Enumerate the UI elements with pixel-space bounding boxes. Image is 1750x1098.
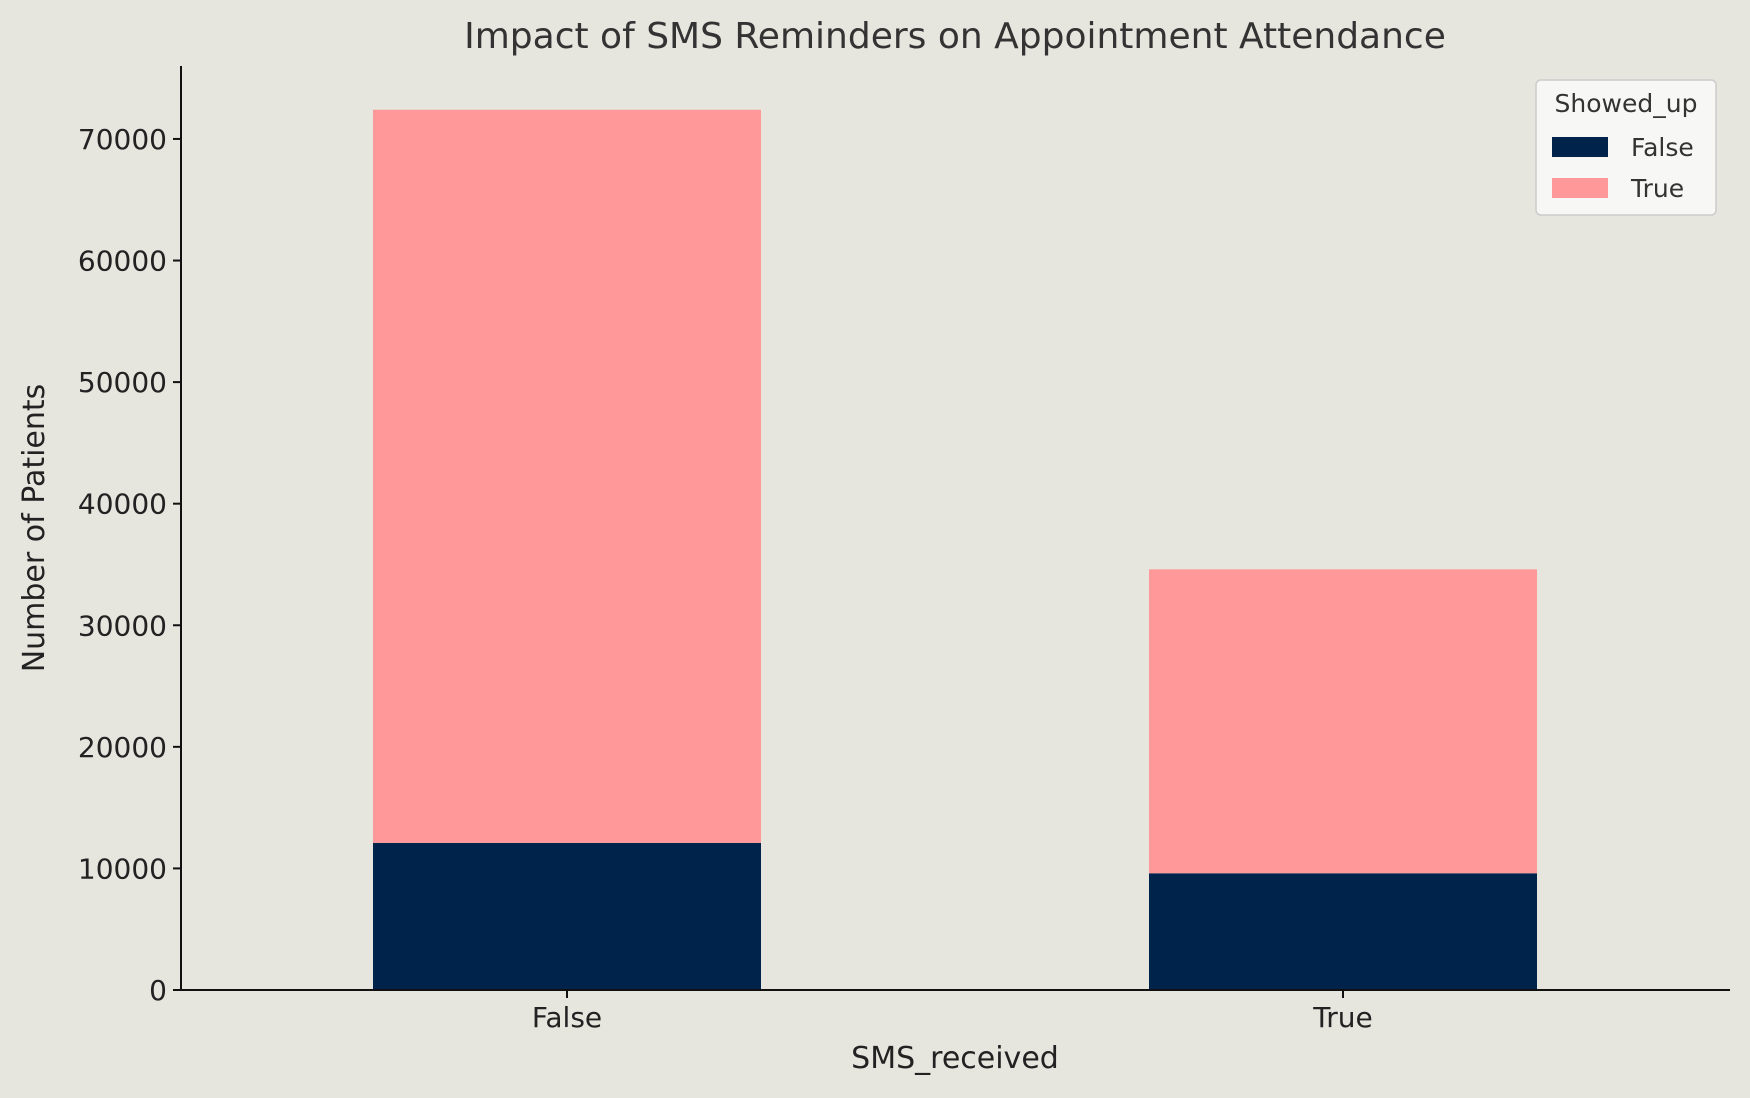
legend-label-true: True	[1630, 174, 1684, 203]
bar-sms-true-showed-true	[1149, 569, 1537, 874]
x-axis-ticks: False True	[532, 990, 1373, 1034]
legend-label-false: False	[1631, 133, 1694, 162]
y-tick-label-30000: 30000	[78, 609, 167, 642]
bar-sms-true-showed-false	[1149, 873, 1537, 990]
legend: Showed_up False True	[1535, 79, 1717, 216]
legend-swatch-false	[1552, 137, 1608, 157]
bar-sms-false-showed-false	[373, 842, 761, 990]
y-tick-label-60000: 60000	[78, 245, 167, 278]
y-tick-label-0: 0	[149, 974, 167, 1007]
legend-title: Showed_up	[1555, 89, 1698, 118]
chart-title: Impact of SMS Reminders on Appointment A…	[464, 16, 1446, 57]
y-tick-label-20000: 20000	[78, 731, 167, 764]
x-tick-label-false: False	[532, 1001, 602, 1034]
x-axis-label: SMS_received	[851, 1041, 1059, 1076]
y-axis-ticks: 0 10000 20000 30000 40000 50000 60000 70000	[78, 123, 181, 1007]
bar-sms-false-showed-true	[373, 109, 761, 843]
y-tick-label-10000: 10000	[78, 852, 167, 885]
x-tick-label-true: True	[1312, 1001, 1372, 1034]
bars-group	[373, 109, 1537, 990]
y-tick-label-50000: 50000	[78, 366, 167, 399]
y-tick-label-40000: 40000	[78, 488, 167, 521]
legend-swatch-true	[1552, 178, 1608, 198]
y-axis-label: Number of Patients	[17, 384, 52, 673]
y-tick-label-70000: 70000	[78, 123, 167, 156]
